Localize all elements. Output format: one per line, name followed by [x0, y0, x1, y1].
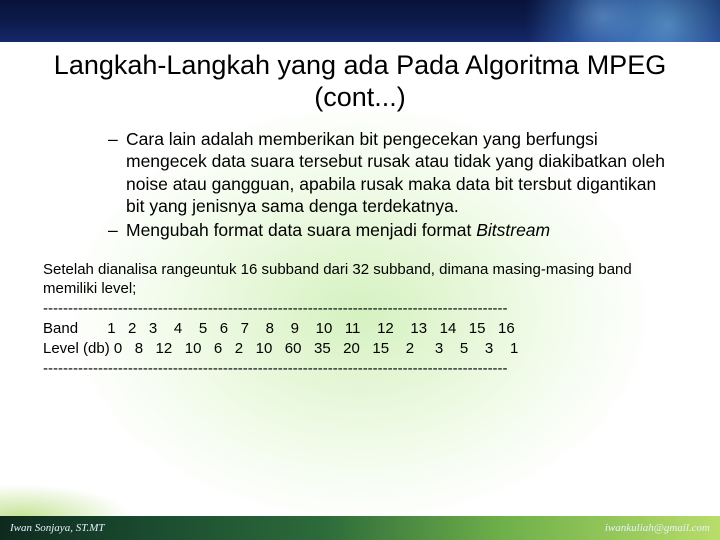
analysis-block: Setelah dianalisa rangeuntuk 16 subband …: [43, 260, 680, 379]
divider-line: ----------------------------------------…: [43, 299, 680, 319]
bullet-item: Cara lain adalah memberikan bit pengecek…: [108, 128, 670, 218]
level-row: Level (db) 0 8 12 10 6 2 10 60 35 20 15 …: [43, 339, 680, 359]
bullet-text: Cara lain adalah memberikan bit pengecek…: [126, 129, 665, 216]
slide-topbar: [0, 0, 720, 42]
slide: Langkah-Langkah yang ada Pada Algoritma …: [0, 0, 720, 540]
band-row: Band 1 2 3 4 5 6 7 8 9 10 11 12 13 14 15…: [43, 319, 680, 339]
slide-content: Langkah-Langkah yang ada Pada Algoritma …: [30, 50, 690, 378]
footer-author: Iwan Sonjaya, ST.MT: [10, 522, 105, 534]
bullet-item: Mengubah format data suara menjadi forma…: [108, 219, 670, 241]
analysis-intro: Setelah dianalisa rangeuntuk 16 subband …: [43, 260, 680, 300]
divider-line: ----------------------------------------…: [43, 359, 680, 379]
slide-footer: Iwan Sonjaya, ST.MT iwankuliah@gmail.com: [0, 516, 720, 540]
bullet-list: Cara lain adalah memberikan bit pengecek…: [108, 128, 670, 242]
bullet-text: Mengubah format data suara menjadi forma…: [126, 220, 476, 240]
footer-decoration: [0, 468, 160, 518]
bullet-italic: Bitstream: [476, 220, 550, 240]
slide-title: Langkah-Langkah yang ada Pada Algoritma …: [30, 50, 690, 114]
footer-email: iwankuliah@gmail.com: [605, 522, 710, 534]
